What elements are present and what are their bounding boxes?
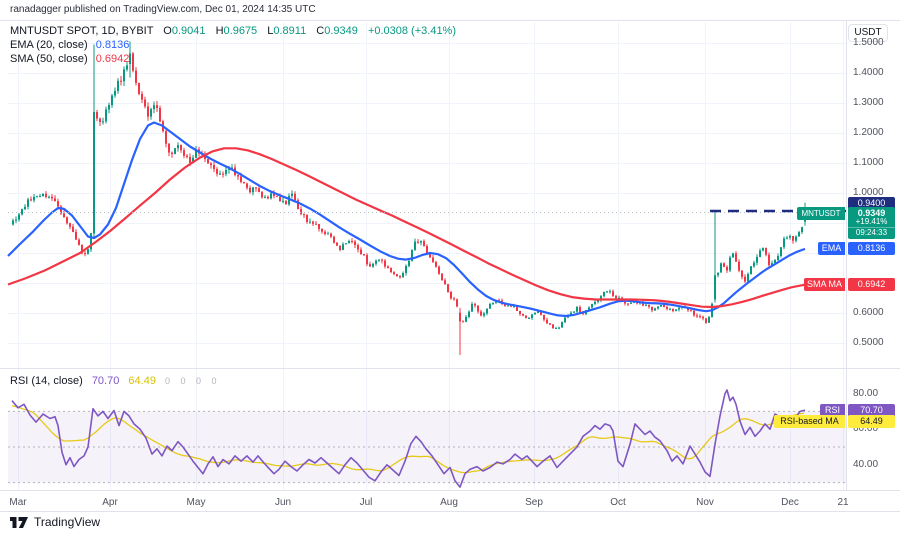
sma-axis-tag: SMA MA [804,278,845,292]
rsi-axis-label: 80.00 [853,387,879,399]
time-axis-label: Mar [9,497,27,508]
time-axis-label: Oct [610,497,626,508]
rsi-legend-row[interactable]: RSI (14, close) 70.70 64.49 0 0 0 0 [10,375,221,387]
price-axis-label: 0.6000 [853,307,884,318]
rsi-ma-value: 64.49 [128,375,156,387]
time-axis-label: Aug [440,497,458,508]
currency-toggle-button[interactable]: USDT [848,24,888,42]
ohlc-open-value: 0.9041 [171,25,206,37]
symbol-title: MNTUSDT SPOT, 1D, BYBIT [10,25,154,37]
ohlc-close-key: C [316,25,325,37]
price-axis-label: 1.4000 [853,67,884,78]
symbol-price-tag: MNTUSDT [797,206,845,220]
time-axis-label: May [186,497,206,508]
sma-indicator-value: 0.6942 [95,53,130,65]
rsi-axis-tag: RSI [820,403,845,417]
legend-sma-row[interactable]: SMA (50, close) 0.6942 [10,52,456,66]
main-chart-pane[interactable] [8,22,846,366]
tradingview-brand-text: TradingView [34,515,101,529]
ema-indicator-value: 0.8136 [95,39,130,51]
rsi-ma-axis-tag: RSI-based MA [774,414,845,428]
time-axis-label: Jul [359,497,373,508]
bar-close-countdown: 09:24:33 [848,226,895,239]
ohlc-low-value: 0.8911 [273,25,307,37]
attribution-text: ranadagger published on TradingView.com,… [10,4,316,15]
rsi-indicator-label: RSI (14, close) [10,375,83,387]
price-axis-label: 1.2000 [853,127,884,138]
price-axis-label: 0.5000 [853,337,884,348]
time-axis-label: Apr [102,497,118,508]
ohlc-high-key: H [215,25,224,37]
price-axis-label: 1.0000 [853,187,884,198]
legend-symbol-row[interactable]: MNTUSDT SPOT, 1D, BYBIT O0.9041 H0.9675 … [10,24,456,38]
change-value: +0.0308 (+3.41%) [367,25,457,37]
time-axis-label: 21 [837,497,849,508]
rsi-indicator-value: 70.70 [91,375,120,387]
rsi-axis-value: 70.70 [848,403,895,417]
sma-axis-value: 0.6942 [848,278,895,292]
time-axis[interactable] [0,490,846,512]
ohlc-open-key: O [163,25,172,37]
ohlc-low-key: L [267,25,274,37]
price-axis-label: 1.3000 [853,97,884,108]
ohlc-high-value: 0.9675 [223,25,258,37]
ohlc-close-value: 0.9349 [324,25,358,37]
price-axis-label: 1.1000 [853,157,884,168]
legend-ema-row[interactable]: EMA (20, close) 0.8136 [10,38,456,52]
rsi-pane[interactable] [8,370,846,490]
legend: MNTUSDT SPOT, 1D, BYBIT O0.9041 H0.9675 … [10,24,456,66]
rsi-band-values: 0 0 0 0 [165,376,221,386]
ema-indicator-label: EMA (20, close) [10,39,88,51]
time-axis-label: Dec [781,497,799,508]
rsi-axis-label: 60.00 [853,423,879,435]
rsi-axis-label: 40.00 [853,458,879,470]
last-price-change-pct: +19.41% [855,216,888,226]
sma-indicator-label: SMA (50, close) [10,53,88,65]
last-price-value: 0.9349 [857,207,886,218]
time-axis-label: Jun [274,497,292,508]
ema-axis-tag: EMA [818,242,845,256]
tradingview-branding[interactable]: TradingView [10,515,100,529]
time-axis-label: Sep [525,497,543,508]
rsi-ma-axis-value: 64.49 [848,414,895,428]
price-axis-label: 1.5000 [853,37,884,48]
tradingview-logo-icon [10,517,28,528]
last-price-box: 0.9349 +19.41% 09:24:33 [848,206,895,239]
time-axis-label: Nov [696,497,714,508]
ema-axis-value: 0.8136 [848,242,895,256]
